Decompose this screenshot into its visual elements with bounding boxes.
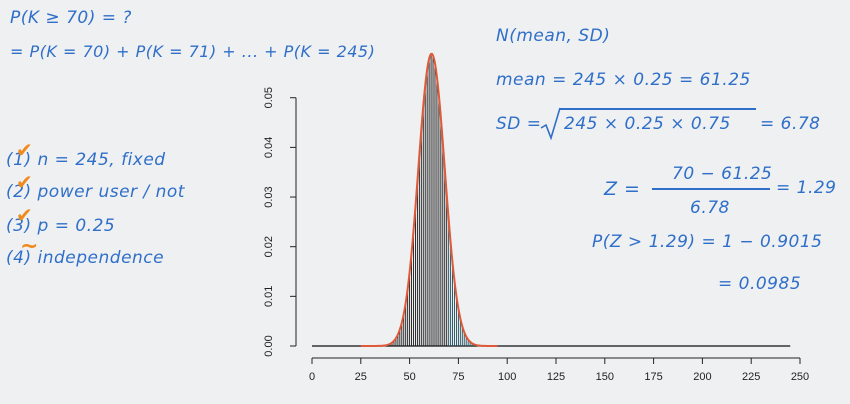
- probability-result: = 0.0985: [718, 274, 802, 294]
- bar: [455, 295, 457, 346]
- y-tick-label: 0.02: [263, 236, 275, 257]
- condition-2: (2) power user / not: [6, 182, 185, 202]
- x-tick-label: 75: [452, 371, 464, 383]
- x-tick-label: 50: [403, 371, 415, 383]
- bar: [454, 280, 455, 346]
- condition-text: power user / not: [37, 182, 185, 202]
- condition-1: (1) n = 245, fixed: [6, 150, 166, 170]
- condition-number: (1): [6, 150, 32, 170]
- bar: [391, 343, 393, 346]
- check-icon: ✔: [16, 170, 34, 194]
- fraction-bar: [652, 188, 770, 190]
- bar: [405, 303, 407, 346]
- x-tick-label: 25: [355, 371, 367, 383]
- probability-line: P(Z > 1.29) = 1 − 0.9015: [592, 232, 823, 252]
- bar: [446, 197, 448, 346]
- bar: [463, 330, 465, 346]
- bar: [399, 330, 401, 346]
- bar: [395, 339, 397, 346]
- normal-notation: N(mean, SD): [496, 26, 611, 46]
- bar: [403, 315, 405, 346]
- y-tick-label: 0.03: [263, 186, 275, 207]
- bar: [428, 57, 430, 346]
- bar: [448, 221, 450, 346]
- bar: [469, 341, 471, 346]
- bar: [420, 124, 422, 346]
- y-tick-label: 0.05: [263, 87, 275, 108]
- expansion-line: = P(K = 70) + P(K = 71) + ... + P(K = 24…: [10, 42, 376, 61]
- bar: [459, 317, 461, 346]
- sd-label: SD =: [496, 114, 542, 134]
- z-numerator: 70 − 61.25: [672, 164, 773, 184]
- x-tick-label: 250: [791, 371, 809, 383]
- bar: [422, 101, 424, 346]
- question-line: P(K ≥ 70) = ?: [10, 8, 132, 28]
- z-result: = 1.29: [776, 178, 837, 198]
- bar: [444, 172, 446, 346]
- normal-curve: [360, 52, 498, 347]
- bar: [397, 335, 399, 346]
- bar: [467, 338, 469, 346]
- sqrt-bar: [560, 108, 756, 110]
- bar: [426, 66, 428, 346]
- bar: [457, 307, 459, 346]
- bar: [416, 176, 418, 346]
- z-denominator: 6.78: [690, 198, 730, 218]
- x-tick-label: 0: [309, 371, 315, 383]
- bar: [442, 146, 444, 346]
- bar: [436, 80, 438, 346]
- x-tick-label: 150: [596, 371, 614, 383]
- condition-number: (3): [6, 216, 32, 236]
- bars: [312, 53, 791, 347]
- bar: [430, 53, 432, 346]
- y-axis: 0.00 0.01 0.02 0.03 0.04 0.05: [263, 87, 297, 357]
- bar: [450, 243, 452, 346]
- x-axis: 0 25 50 75 100 125 150 175 200 225 250: [309, 357, 809, 383]
- bar: [465, 335, 467, 346]
- check-icon: ✔: [16, 203, 34, 227]
- bar: [434, 66, 436, 346]
- sqrt-icon: [540, 107, 561, 140]
- bar: [415, 203, 416, 346]
- bar: [438, 99, 440, 346]
- condition-number: (4): [6, 248, 32, 268]
- y-tick-label: 0.01: [263, 286, 275, 307]
- tilde-icon: ~: [20, 234, 39, 259]
- bar: [452, 263, 453, 346]
- bar: [432, 57, 434, 347]
- bar: [461, 325, 463, 346]
- condition-number: (2): [6, 182, 32, 202]
- x-tick-label: 100: [498, 371, 516, 383]
- condition-text: p = 0.25: [37, 216, 116, 236]
- bar: [407, 289, 409, 346]
- mean-line: mean = 245 × 0.25 = 61.25: [496, 70, 751, 90]
- bar: [401, 324, 403, 346]
- condition-text: independence: [37, 248, 165, 268]
- x-tick-label: 200: [693, 371, 711, 383]
- condition-3: (3) p = 0.25: [6, 216, 115, 236]
- z-label: Z =: [604, 178, 641, 200]
- x-tick-label: 225: [742, 371, 760, 383]
- bar: [424, 81, 426, 347]
- bar: [413, 228, 414, 346]
- bar: [418, 150, 420, 346]
- bar: [440, 122, 442, 346]
- check-icon: ✔: [16, 138, 34, 162]
- bar: [411, 251, 413, 346]
- y-tick-label: 0.04: [263, 137, 275, 158]
- bar: [389, 344, 391, 346]
- condition-text: n = 245, fixed: [37, 150, 166, 170]
- bar: [409, 271, 411, 346]
- sd-result: = 6.78: [760, 114, 821, 134]
- bar: [393, 341, 395, 346]
- x-tick-label: 125: [547, 371, 565, 383]
- condition-4: (4) independence: [6, 248, 164, 268]
- sd-radicand: 245 × 0.25 × 0.75: [564, 114, 731, 134]
- x-tick-label: 175: [644, 371, 662, 383]
- y-tick-label: 0.00: [263, 335, 275, 356]
